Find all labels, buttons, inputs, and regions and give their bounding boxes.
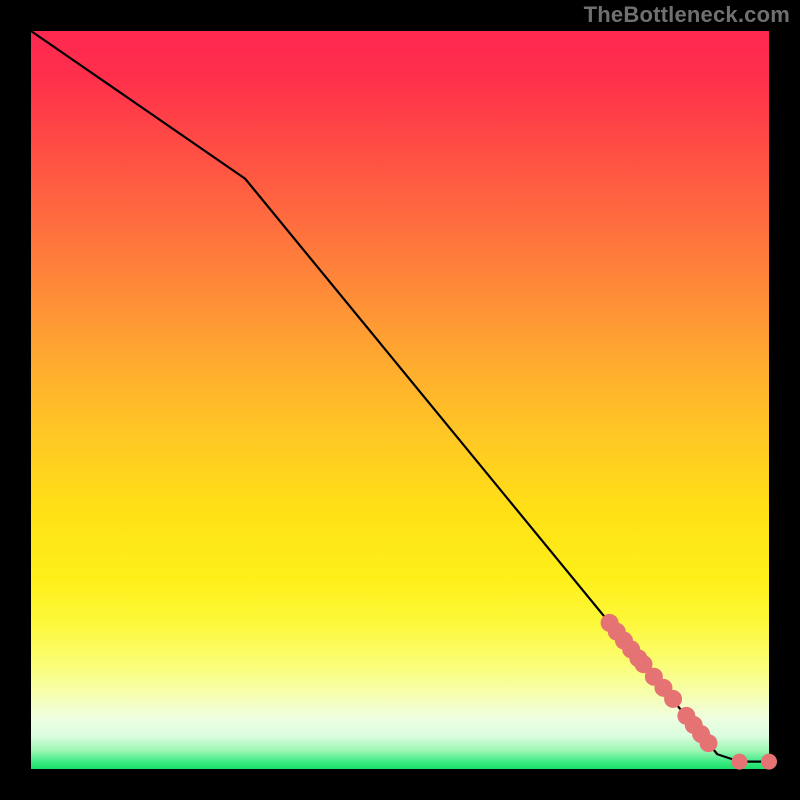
data-point — [761, 754, 777, 770]
chart-root: TheBottleneck.com — [0, 0, 800, 800]
data-point — [731, 754, 747, 770]
watermark-label: TheBottleneck.com — [584, 2, 790, 28]
chart-svg — [0, 0, 800, 800]
data-point — [699, 734, 717, 752]
data-point — [664, 690, 682, 708]
gradient-background — [31, 31, 769, 769]
